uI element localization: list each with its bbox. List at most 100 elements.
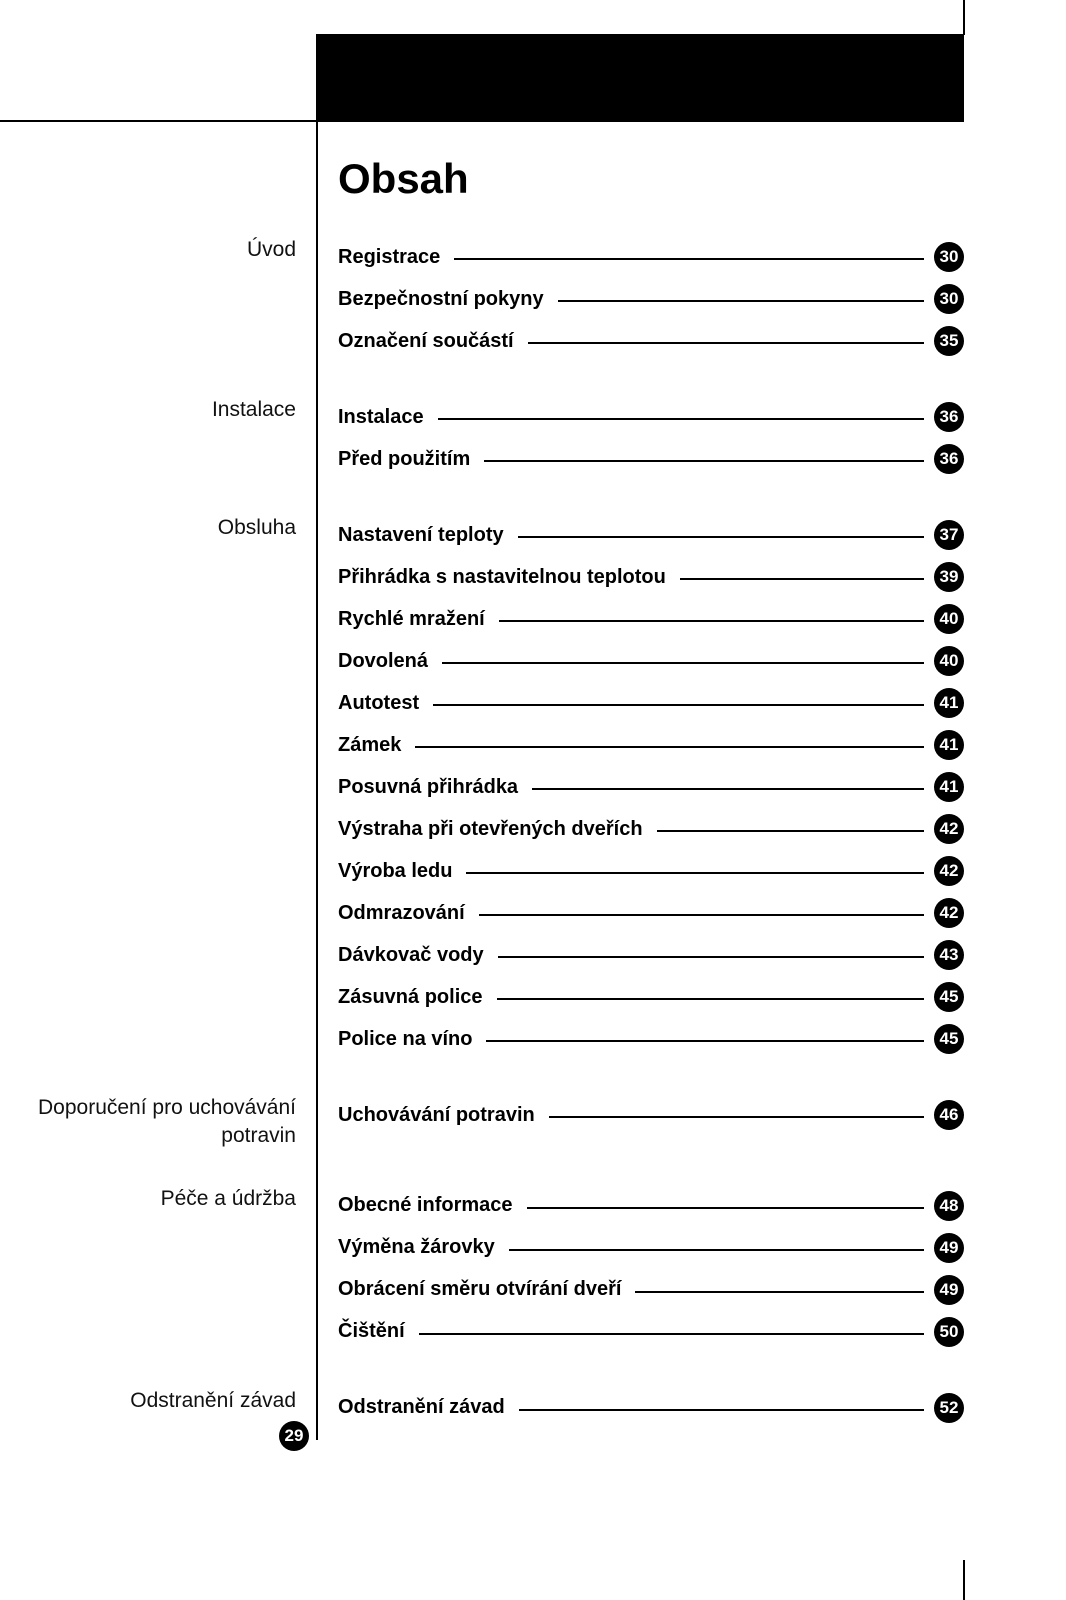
toc-entry: Označení součástí 35: [338, 320, 964, 362]
toc-leader-line: [680, 578, 924, 580]
toc-entry-label: Obecné informace: [338, 1194, 527, 1217]
toc-entry-label: Dovolená: [338, 650, 442, 673]
toc-section-label: Odstranění závad: [0, 1387, 316, 1429]
toc-section: ÚvodRegistrace30Bezpečnostní pokyny30Ozn…: [0, 236, 1066, 362]
toc-entry: Autotest 41: [338, 682, 964, 724]
toc-leader-line: [466, 872, 924, 874]
toc-section-label: Péče a údržba: [0, 1185, 316, 1353]
page-title: Obsah: [338, 155, 469, 203]
toc-page-badge: 48: [934, 1191, 964, 1221]
toc-entry-label: Police na víno: [338, 1028, 486, 1051]
toc-page-badge: 41: [934, 730, 964, 760]
toc-page-badge: 41: [934, 688, 964, 718]
toc-entries: Nastavení teploty 37 Přihrádka s nastavite…: [316, 514, 964, 1060]
toc-page-badge: 40: [934, 604, 964, 634]
toc-leader-line: [415, 746, 924, 748]
toc-entry-label: Obrácení směru otvírání dveří: [338, 1278, 635, 1301]
toc-page-badge: 45: [934, 982, 964, 1012]
toc-entry: Posuvná přihrádka41: [338, 766, 964, 808]
toc-page-badge: 42: [934, 814, 964, 844]
toc-page-badge: 35: [934, 326, 964, 356]
toc-section: Obsluha Nastavení teploty 37 Přihrádka s na…: [0, 514, 1066, 1060]
toc-entry: Výroba ledu 42: [338, 850, 964, 892]
toc-entry: Čištění50: [338, 1311, 964, 1353]
toc-page-badge: 40: [934, 646, 964, 676]
toc-leader-line: [519, 1409, 924, 1411]
header-rule: [0, 120, 316, 122]
toc-leader-line: [419, 1333, 924, 1335]
toc-entry-label: Zásuvná police: [338, 986, 497, 1009]
toc-section-label: Obsluha: [0, 514, 316, 1060]
toc-entries: Instalace 36 Před použitím 36: [316, 396, 964, 480]
toc-page-badge: 45: [934, 1024, 964, 1054]
toc-section-label: Úvod: [0, 236, 316, 362]
toc-entry: Obecné informace 48: [338, 1185, 964, 1227]
toc-entry-label: Výměna žárovky: [338, 1236, 509, 1259]
toc-entry-label: Výstraha při otevřených dveřích: [338, 818, 657, 841]
toc-leader-line: [454, 258, 924, 260]
toc-leader-line: [527, 1207, 924, 1209]
toc-entries: Uchovávání potravin 46: [316, 1094, 964, 1151]
toc-entry-label: Před použitím: [338, 448, 484, 471]
toc-entries: Odstranění závad 52: [316, 1387, 964, 1429]
toc-entry: Dávkovač vody43: [338, 934, 964, 976]
toc-entry-label: Odstranění závad: [338, 1396, 519, 1419]
toc-entry-label: Zámek: [338, 734, 415, 757]
toc-entry: Instalace 36: [338, 396, 964, 438]
toc-leader-line: [498, 956, 924, 958]
toc-leader-line: [528, 342, 924, 344]
toc-page-badge: 36: [934, 402, 964, 432]
toc-entry-label: Posuvná přihrádka: [338, 776, 532, 799]
page-number-badge: 29: [279, 1421, 309, 1451]
page-number-badge-wrap: 29: [279, 1421, 309, 1451]
toc-entry-label: Čištění: [338, 1320, 419, 1343]
toc-entry-label: Instalace: [338, 406, 438, 429]
toc-leader-line: [499, 620, 924, 622]
toc-entries: Obecné informace48Výměna žárovky49Obráce…: [316, 1185, 964, 1353]
toc-page-badge: 49: [934, 1233, 964, 1263]
toc-entry: Rychlé mražení 40: [338, 598, 964, 640]
page: Obsah ÚvodRegistrace30Bezpečnostní pokyn…: [0, 0, 1066, 1600]
toc-entry-label: Bezpečnostní pokyny: [338, 288, 558, 311]
toc-section-label: Doporučení pro uchovávání potravin: [0, 1094, 316, 1151]
toc-section-label: Instalace: [0, 396, 316, 480]
toc-entry: Registrace30: [338, 236, 964, 278]
toc-leader-line: [635, 1291, 924, 1293]
toc-leader-line: [558, 300, 924, 302]
toc-page-badge: 49: [934, 1275, 964, 1305]
toc-section: Doporučení pro uchovávání potravin Uchová…: [0, 1094, 1066, 1151]
crop-mark-bottom: [963, 1560, 965, 1600]
toc-entry: Zásuvná police 45: [338, 976, 964, 1018]
toc-entry: Uchovávání potravin 46: [338, 1094, 964, 1136]
toc-entry-label: Přihrádka s nastavitelnou teplotou: [338, 566, 680, 589]
toc-page-badge: 37: [934, 520, 964, 550]
toc-entry-label: Odmrazování: [338, 902, 479, 925]
toc-page-badge: 30: [934, 242, 964, 272]
toc-leader-line: [433, 704, 924, 706]
toc-page-badge: 46: [934, 1100, 964, 1130]
toc-entry-label: Uchovávání potravin: [338, 1104, 549, 1127]
toc-page-badge: 36: [934, 444, 964, 474]
toc-page-badge: 42: [934, 856, 964, 886]
toc-entry: Obrácení směru otvírání dveří 49: [338, 1269, 964, 1311]
crop-mark-top: [963, 0, 965, 35]
toc-page-badge: 43: [934, 940, 964, 970]
toc-entry: Odmrazování 42: [338, 892, 964, 934]
toc-leader-line: [549, 1116, 924, 1118]
toc-entry: Před použitím 36: [338, 438, 964, 480]
toc-entry: Bezpečnostní pokyny30: [338, 278, 964, 320]
toc-entry-label: Označení součástí: [338, 330, 528, 353]
toc-page-badge: 42: [934, 898, 964, 928]
toc-section: Péče a údržba Obecné informace 48 Výměna žá…: [0, 1185, 1066, 1353]
toc-entry-label: Výroba ledu: [338, 860, 466, 883]
toc-section: Odstranění závad Odstranění závad 52: [0, 1387, 1066, 1429]
toc-entry-label: Nastavení teploty: [338, 524, 518, 547]
toc-entry-label: Autotest: [338, 692, 433, 715]
toc-page-badge: 52: [934, 1393, 964, 1423]
toc-entry: Odstranění závad 52: [338, 1387, 964, 1429]
toc-entry: Nastavení teploty 37: [338, 514, 964, 556]
toc-leader-line: [497, 998, 925, 1000]
toc-entry-label: Rychlé mražení: [338, 608, 499, 631]
toc-entry: Výměna žárovky 49: [338, 1227, 964, 1269]
toc-entry: Dovolená 40: [338, 640, 964, 682]
